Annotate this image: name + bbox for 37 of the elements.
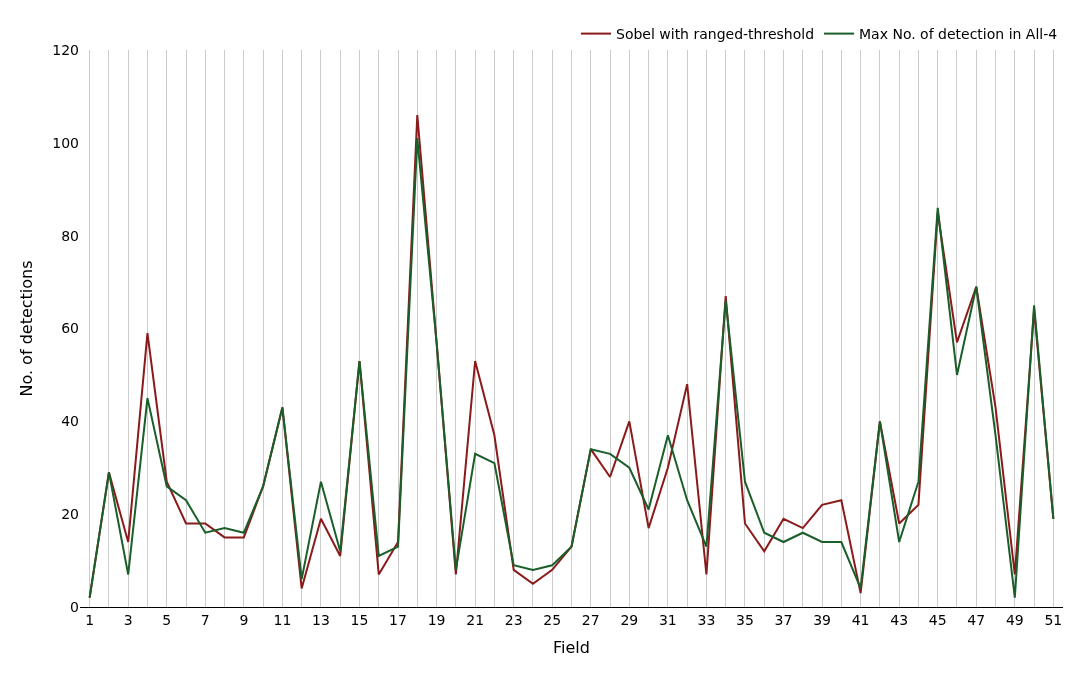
x-tick-label: 45 xyxy=(928,611,947,628)
x-tick-label: 3 xyxy=(123,611,133,628)
y-tick-label: 60 xyxy=(61,320,79,337)
y-tick-label: 80 xyxy=(61,227,79,244)
x-tick-label: 47 xyxy=(967,611,986,628)
x-tick-label: 11 xyxy=(273,611,292,628)
x-tick-label: 21 xyxy=(466,611,485,628)
x-tick-label: 1 xyxy=(85,611,95,628)
x-tick-label: 51 xyxy=(1044,611,1063,628)
x-tick-label: 15 xyxy=(350,611,369,628)
x-tick-label: 37 xyxy=(774,611,793,628)
x-tick-label: 5 xyxy=(162,611,172,628)
x-tick-label: 43 xyxy=(890,611,909,628)
x-tick-label: 13 xyxy=(312,611,330,628)
x-tick-label: 23 xyxy=(504,611,523,628)
x-tick-label: 27 xyxy=(581,611,600,628)
legend-label: Sobel with ranged-threshold xyxy=(616,26,815,43)
x-tick-label: 49 xyxy=(1005,611,1024,628)
y-axis-title: No. of detections xyxy=(17,260,37,397)
x-tick-label: 33 xyxy=(697,611,716,628)
x-tick-label: 31 xyxy=(658,611,677,628)
x-tick-label: 19 xyxy=(427,611,446,628)
legend-label: Max No. of detection in All-4 xyxy=(859,26,1058,43)
x-tick-label: 9 xyxy=(239,611,249,628)
x-tick-label: 39 xyxy=(813,611,831,628)
y-tick-label: 0 xyxy=(70,598,79,615)
x-tick-label: 25 xyxy=(543,611,562,628)
x-axis-title: Field xyxy=(553,638,590,658)
y-tick-label: 100 xyxy=(52,134,79,151)
y-tick-label: 20 xyxy=(61,506,79,523)
x-tick-label: 29 xyxy=(620,611,639,628)
x-tick-label: 7 xyxy=(200,611,210,628)
x-tick-label: 17 xyxy=(389,611,407,628)
x-tick-label: 35 xyxy=(736,611,754,628)
x-tick-label: 41 xyxy=(851,611,870,628)
y-tick-label: 120 xyxy=(52,41,79,58)
y-tick-label: 40 xyxy=(61,413,79,430)
